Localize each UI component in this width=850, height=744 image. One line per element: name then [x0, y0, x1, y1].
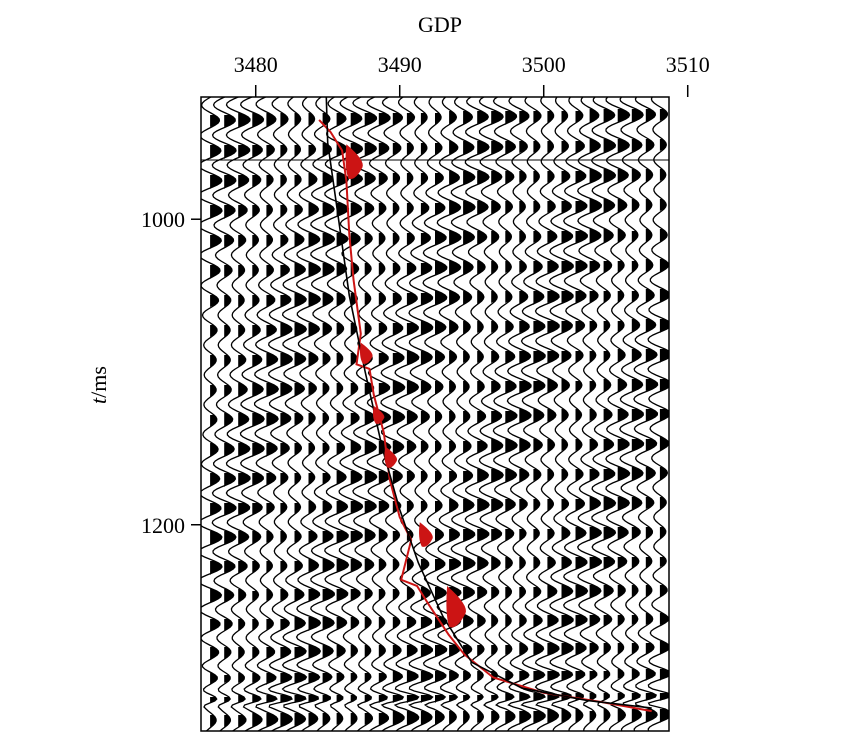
- trace-fill: [420, 113, 433, 725]
- horizon-red-blob: [419, 522, 433, 547]
- trace-fill: [280, 97, 293, 727]
- horizon-red-line: [318, 119, 652, 713]
- seismic-traces: [201, 97, 669, 731]
- trace-fill: [238, 97, 250, 727]
- trace-fill: [645, 109, 658, 723]
- x-axis-title: GDP: [418, 12, 462, 37]
- trace-wiggle: [478, 97, 504, 731]
- horizon-red-blob: [345, 144, 363, 180]
- trace-wiggle: [393, 97, 420, 731]
- trace-wiggle: [506, 97, 532, 731]
- trace-wiggle: [380, 97, 406, 731]
- trace-fill: [505, 111, 518, 725]
- horizon-red-blob: [384, 446, 398, 468]
- horizon-red-blob: [446, 585, 466, 628]
- horizon-red-blob: [360, 342, 373, 364]
- trace-wiggle: [576, 97, 603, 731]
- trace-wiggle: [591, 97, 617, 731]
- trace-wiggle: [225, 97, 251, 731]
- x-tick-label: 3500: [522, 52, 566, 77]
- trace-wiggle: [422, 97, 448, 731]
- trace-fill: [435, 113, 447, 725]
- trace-wiggle: [211, 97, 237, 731]
- trace-fill: [364, 113, 377, 725]
- trace-fill: [294, 97, 307, 727]
- trace-wiggle: [295, 97, 322, 731]
- trace-wiggle: [492, 97, 518, 731]
- trace-wiggle: [267, 97, 294, 731]
- trace-wiggle: [647, 97, 669, 731]
- y-axis-title: t/ms: [86, 366, 111, 404]
- x-tick-label: 3510: [666, 52, 710, 77]
- trace-wiggle: [450, 97, 476, 731]
- trace-wiggle: [239, 97, 265, 731]
- y-axis-ticks: 1000 1200: [141, 207, 201, 538]
- trace-wiggle: [201, 97, 223, 731]
- trace-fill: [533, 111, 546, 723]
- trace-wiggle: [464, 97, 490, 731]
- trace-fill: [491, 111, 504, 725]
- trace-fill: [617, 109, 630, 723]
- trace-wiggle: [310, 97, 336, 731]
- trace-wiggle: [562, 97, 589, 731]
- trace-fill: [266, 97, 279, 727]
- y-axis-unit: /ms: [86, 366, 111, 398]
- y-axis-variable: t: [86, 397, 111, 404]
- trace-wiggle: [605, 97, 631, 731]
- trace-wiggle: [534, 97, 561, 731]
- horizon-picks: [318, 97, 652, 713]
- horizon-red-blob: [372, 405, 385, 424]
- trace-fill: [659, 109, 669, 723]
- trace-wiggle: [324, 97, 350, 731]
- trace-fill: [350, 113, 363, 725]
- trace-wiggle: [633, 97, 659, 731]
- x-tick-label: 3480: [234, 52, 278, 77]
- trace-fill: [519, 111, 531, 725]
- horizon-black-line: [325, 97, 652, 709]
- trace-fill: [392, 113, 405, 725]
- y-tick-label: 1000: [141, 207, 185, 232]
- x-tick-label: 3490: [378, 52, 422, 77]
- trace-wiggle: [408, 97, 434, 731]
- trace-wiggle: [548, 97, 574, 731]
- trace-wiggle: [366, 97, 392, 731]
- trace-fill: [406, 113, 419, 725]
- trace-fill: [631, 109, 644, 723]
- trace-fill: [477, 111, 490, 723]
- trace-fill: [378, 113, 391, 725]
- trace-fill: [575, 111, 588, 723]
- trace-wiggle: [281, 97, 308, 731]
- trace-wiggle: [352, 97, 378, 731]
- trace-wiggle: [520, 97, 546, 731]
- trace-wiggle: [253, 97, 280, 731]
- trace-fill: [224, 97, 236, 727]
- trace-wiggle: [619, 97, 645, 731]
- trace-fill: [252, 97, 265, 727]
- trace-fill: [603, 109, 616, 723]
- x-axis-ticks: 3480 3490 3500 3510: [234, 52, 710, 97]
- y-tick-label: 1200: [141, 513, 185, 538]
